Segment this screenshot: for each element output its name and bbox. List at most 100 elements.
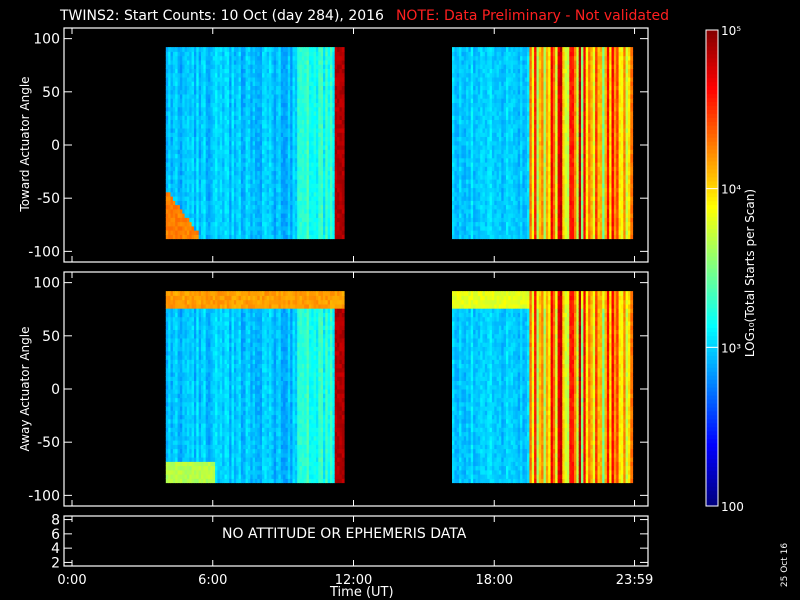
- heatmap-cell: [524, 208, 528, 214]
- heatmap-cell: [482, 81, 486, 86]
- heatmap-cell: [224, 111, 228, 116]
- heatmap-cell: [266, 149, 270, 155]
- heatmap-cell: [306, 170, 310, 176]
- heatmap-cell: [165, 136, 169, 142]
- heatmap-cell: [222, 208, 225, 214]
- heatmap-cell: [252, 187, 256, 193]
- heatmap-cell: [243, 174, 246, 180]
- heatmap-cell: [517, 115, 521, 120]
- heatmap-cell: [327, 225, 331, 231]
- heatmap-cell: [468, 64, 472, 69]
- heatmap-cell: [337, 191, 340, 197]
- heatmap-cell: [334, 204, 338, 210]
- heatmap-cell: [170, 136, 174, 142]
- heatmap-cell: [325, 64, 329, 69]
- heatmap-cell: [280, 93, 284, 99]
- heatmap-cell: [273, 196, 277, 201]
- heatmap-cell: [494, 136, 498, 142]
- heatmap-cell: [496, 174, 500, 180]
- heatmap-cell: [287, 230, 291, 235]
- heatmap-cell: [255, 234, 258, 240]
- heatmap-cell: [264, 149, 268, 155]
- heatmap-cell: [276, 119, 279, 125]
- heatmap-cell: [255, 183, 258, 189]
- heatmap-cell: [201, 221, 204, 227]
- heatmap-cell: [238, 230, 242, 235]
- heatmap-cell: [217, 217, 221, 223]
- heatmap-cell: [269, 64, 272, 69]
- heatmap-cell: [219, 174, 223, 180]
- heatmap-cell: [517, 123, 521, 129]
- heatmap-cell: [219, 153, 223, 159]
- heatmap-cell: [468, 93, 472, 99]
- heatmap-cell: [510, 132, 514, 137]
- heatmap-cell: [517, 64, 521, 69]
- heatmap-cell: [191, 225, 195, 231]
- heatmap-cell: [466, 230, 469, 235]
- heatmap-cell: [175, 196, 178, 201]
- heatmap-cell: [517, 140, 521, 146]
- heatmap-cell: [520, 85, 523, 91]
- heatmap-cell: [255, 149, 258, 155]
- heatmap-cell: [498, 119, 502, 125]
- heatmap-cell: [308, 191, 312, 197]
- heatmap-cell: [255, 221, 258, 227]
- heatmap-cell: [252, 166, 256, 172]
- heatmap-cell: [320, 55, 324, 61]
- heatmap-cell: [456, 59, 460, 65]
- heatmap-cell: [177, 140, 181, 146]
- heatmap-cell: [179, 191, 183, 197]
- heatmap-cell: [341, 200, 345, 206]
- heatmap-cell: [332, 119, 336, 125]
- heatmap-cell: [484, 64, 488, 69]
- heatmap-cell: [250, 145, 254, 150]
- heatmap-cell: [273, 59, 277, 65]
- heatmap-cell: [208, 51, 211, 57]
- heatmap-cell: [484, 170, 488, 176]
- heatmap-cell: [283, 68, 286, 74]
- heatmap-cell: [186, 191, 190, 197]
- heatmap-cell: [311, 162, 315, 167]
- heatmap-cell: [515, 51, 519, 57]
- heatmap-cell: [318, 111, 322, 116]
- heatmap-cell: [194, 76, 197, 82]
- heatmap-cell: [290, 59, 293, 65]
- heatmap-cell: [212, 59, 216, 65]
- heatmap-cell: [452, 81, 455, 86]
- heatmap-cell: [194, 149, 197, 155]
- heatmap-cell: [233, 64, 237, 69]
- heatmap-cell: [280, 59, 284, 65]
- heatmap-cell: [273, 204, 277, 210]
- heatmap-cell: [341, 208, 345, 214]
- heatmap-cell: [217, 64, 221, 69]
- heatmap-cell: [308, 225, 312, 231]
- heatmap-cell: [194, 132, 197, 137]
- heatmap-cell: [269, 81, 272, 86]
- heatmap-cell: [489, 234, 493, 240]
- heatmap-cell: [334, 200, 338, 206]
- heatmap-cell: [529, 51, 533, 57]
- heatmap-cell: [262, 123, 265, 129]
- heatmap-cell: [299, 230, 303, 235]
- heatmap-cell: [496, 166, 500, 172]
- heatmap-cell: [194, 153, 197, 159]
- heatmap-cell: [224, 98, 228, 103]
- heatmap-cell: [527, 234, 530, 240]
- heatmap-cell: [496, 106, 500, 112]
- heatmap-cell: [452, 72, 455, 78]
- heatmap-cell: [170, 68, 174, 74]
- heatmap-cell: [477, 89, 481, 95]
- heatmap-cell: [184, 140, 188, 146]
- heatmap-cell: [494, 85, 498, 91]
- heatmap-cell: [212, 81, 216, 86]
- heatmap-cell: [306, 234, 310, 240]
- heatmap-cell: [266, 59, 270, 65]
- heatmap-cell: [463, 81, 467, 86]
- heatmap-cell: [470, 149, 474, 155]
- heatmap-cell: [179, 128, 183, 133]
- heatmap-cell: [255, 166, 258, 172]
- heatmap-cell: [201, 115, 204, 120]
- heatmap-cell: [222, 157, 225, 163]
- heatmap-cell: [470, 93, 474, 99]
- heatmap-cell: [463, 64, 467, 69]
